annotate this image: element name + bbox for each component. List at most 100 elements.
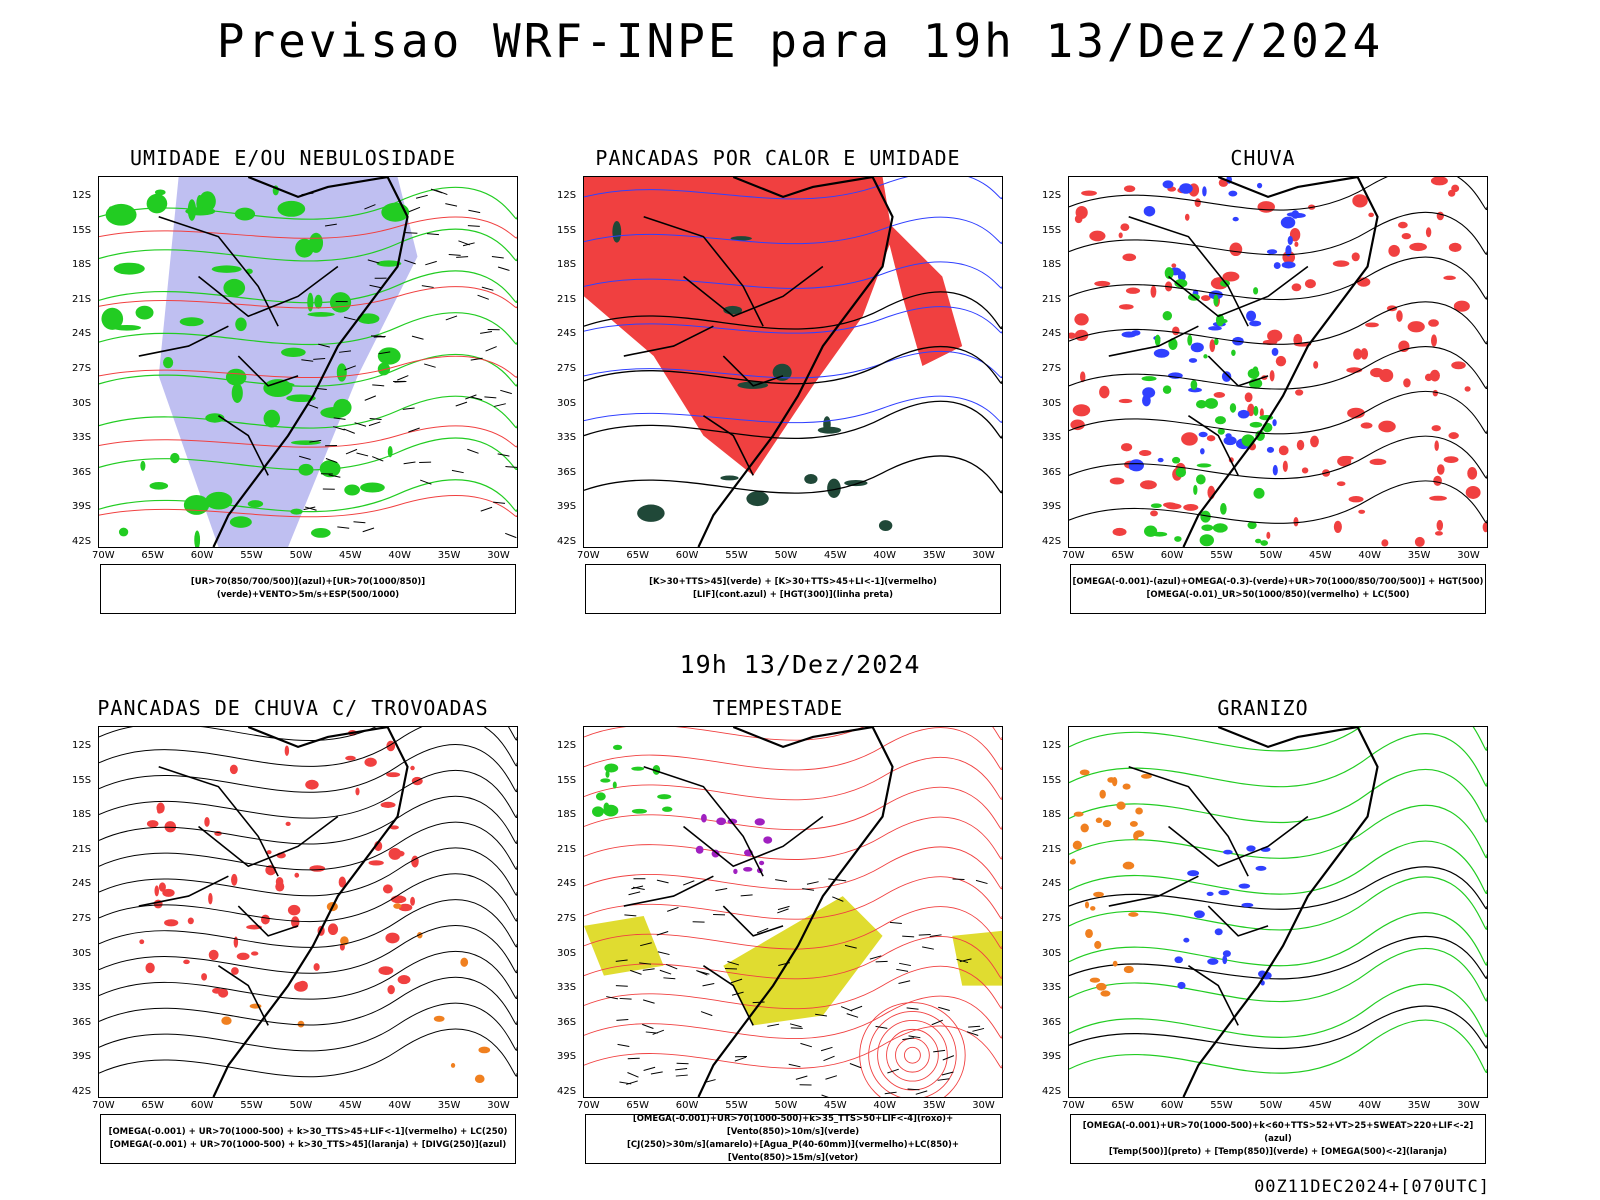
wind-vector (756, 927, 769, 934)
rain-cell (1304, 279, 1316, 289)
rain-cell (1429, 369, 1440, 382)
streamline (99, 1028, 517, 1078)
lat-tick-label: 42S (557, 536, 577, 547)
omega-strong-cell (1218, 318, 1228, 324)
hail-cell (1246, 845, 1256, 852)
omega-hail-cell (1095, 817, 1103, 824)
lat-tick-label: 39S (72, 1051, 92, 1063)
rain-cell (1206, 435, 1216, 442)
thunderstorm-cell (157, 809, 162, 814)
rain-cell (1412, 322, 1420, 328)
wind-vector (734, 1056, 747, 1062)
wind-vector (642, 999, 655, 1004)
thunderstorm-cell (386, 772, 401, 778)
green-cell (101, 307, 124, 330)
lon-tick-label: 40W (873, 550, 897, 561)
lon-tick-label: 40W (1358, 1100, 1382, 1111)
rain-cell (1291, 283, 1302, 292)
lon-tick-label: 35W (437, 1100, 461, 1111)
map-svg (1069, 177, 1487, 547)
wind-vector (299, 455, 311, 461)
omega-hail-cell (1100, 990, 1111, 997)
omega-strong-cell (1196, 463, 1212, 468)
lat-tick-label: 30S (72, 397, 92, 409)
lon-tick-label: 35W (1407, 1100, 1431, 1111)
hail-cell (1223, 849, 1233, 855)
green-cell (199, 191, 216, 212)
rain-cell (1424, 373, 1433, 382)
wind-vector (846, 1013, 859, 1018)
omega-strong-cell (1212, 523, 1228, 533)
wind-vector (480, 331, 493, 334)
orange-cell (450, 1063, 456, 1068)
omega-hail-cell (1128, 912, 1139, 917)
wind-vector (304, 506, 317, 511)
omega-cell (1157, 457, 1164, 463)
map-svg (99, 727, 517, 1097)
omega-strong-cell (1151, 531, 1168, 537)
rain-cell (1150, 285, 1157, 298)
rain-cell (1296, 439, 1305, 451)
thunderstorm-cell (390, 895, 407, 904)
border-line (1187, 415, 1239, 476)
wind-vector (448, 253, 461, 256)
wind-vector (306, 403, 319, 409)
orange-cell (478, 1046, 491, 1054)
wind-vector (627, 1072, 639, 1078)
thunderstorm-cell (355, 787, 360, 796)
omega-cell (1271, 347, 1279, 356)
lon-tick-label: 65W (1111, 1100, 1135, 1111)
rain-cell (1398, 221, 1408, 229)
lon-tick-label: 65W (141, 1100, 165, 1111)
rain-cell (1348, 496, 1364, 503)
rain-cell (1430, 334, 1437, 347)
panel-chuva: CHUVA [OMEGA(-0.001)-(azul)+OMEGA(-0.3)-… (1042, 146, 1488, 626)
wind-vector (941, 1071, 954, 1076)
lon-tick-label: 40W (388, 1100, 412, 1111)
wind-vector (328, 474, 341, 478)
wind-vector (343, 428, 355, 434)
lon-tick-label: 55W (1210, 550, 1233, 561)
wind-vector (318, 343, 330, 348)
wind-vector (844, 944, 857, 949)
lat-tick-label: 21S (557, 843, 577, 855)
wind-vector (606, 996, 619, 1000)
wind-vector (800, 1042, 813, 1048)
thunderstorm-cell (229, 764, 238, 775)
thunderstorm-cell (398, 903, 413, 912)
panel-granizo: GRANIZO [OMEGA(-0.001)+UR>70(1000-500)+k… (1042, 696, 1488, 1176)
thunderstorm-cell (208, 892, 213, 905)
rain-cell (1257, 201, 1275, 213)
wind-vector (840, 1006, 853, 1012)
panel-legend: [OMEGA(-0.001)-(azul)+OMEGA(-0.3)-(verde… (1070, 564, 1486, 614)
lat-tick-label: 33S (1042, 432, 1062, 444)
rain-cell (1448, 242, 1462, 253)
lat-tick-label: 36S (557, 466, 577, 478)
green-cell (333, 398, 352, 417)
lat-tick-label: 18S (72, 259, 92, 271)
thunderstorm-cell (217, 988, 229, 998)
omega-strong-cell (1201, 524, 1214, 531)
wind-vector (665, 963, 678, 970)
humidity-contour (99, 437, 517, 471)
hgt500-contour (1069, 480, 1487, 524)
wind-vector (656, 931, 669, 936)
rain-cell (1282, 460, 1288, 472)
lon-tick-label: 45W (824, 1100, 847, 1111)
panel-title: UMIDADE E/OU NEBULOSIDADE (129, 146, 457, 170)
hgt-contour (584, 291, 1002, 330)
lon-tick-label: 45W (1309, 550, 1332, 561)
wind-vector (367, 259, 380, 264)
temp500-contour (1069, 1005, 1487, 1050)
streamline (99, 727, 517, 742)
wind-vector (484, 396, 497, 399)
wind-vector (373, 335, 386, 338)
wind-vector (628, 891, 641, 896)
map-plot (583, 176, 1003, 548)
wind-vector (676, 1062, 689, 1065)
border-line (1168, 815, 1309, 868)
rain-cell (1081, 190, 1097, 196)
lon-tick-label: 30W (487, 1100, 510, 1111)
hgt500-contour (1069, 177, 1487, 211)
wind-vector (849, 1063, 862, 1069)
